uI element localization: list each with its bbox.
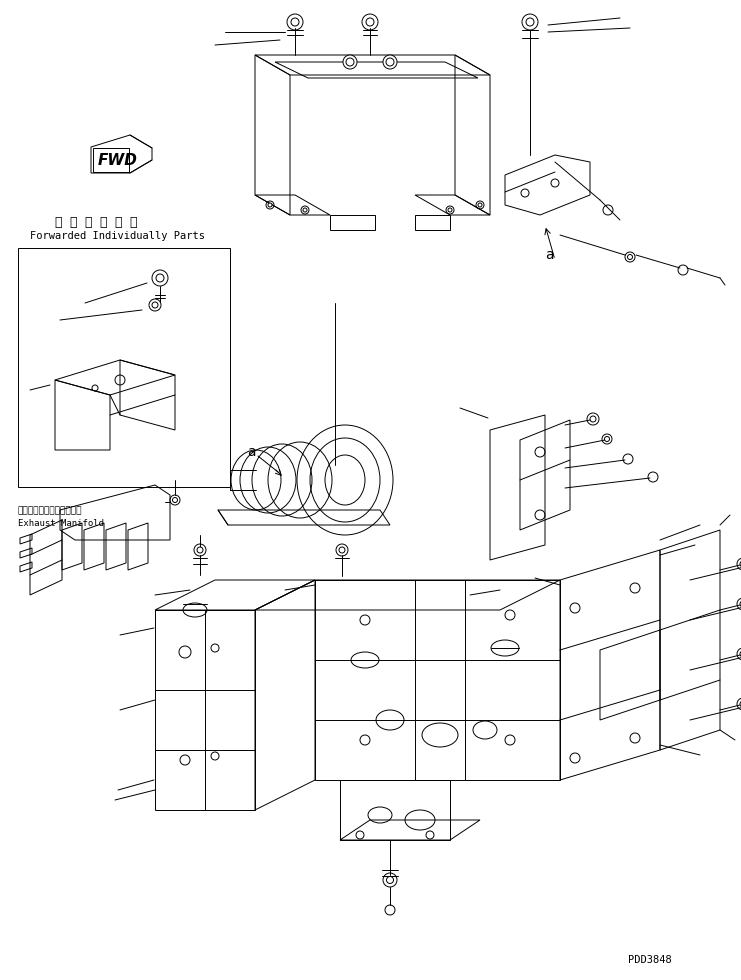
- Text: Forwarded Individually Parts: Forwarded Individually Parts: [30, 231, 205, 241]
- Circle shape: [197, 547, 203, 553]
- Circle shape: [448, 208, 452, 212]
- Circle shape: [478, 203, 482, 207]
- Circle shape: [740, 651, 741, 657]
- Text: Exhaust Manifold: Exhaust Manifold: [18, 519, 104, 528]
- Circle shape: [628, 255, 633, 260]
- Text: a: a: [247, 445, 256, 459]
- Circle shape: [268, 203, 272, 207]
- Circle shape: [173, 498, 178, 503]
- Text: a: a: [545, 248, 554, 262]
- Circle shape: [339, 547, 345, 553]
- Circle shape: [343, 55, 357, 69]
- Text: PDD3848: PDD3848: [628, 955, 672, 965]
- Circle shape: [740, 561, 741, 567]
- Circle shape: [740, 601, 741, 607]
- Circle shape: [605, 436, 610, 442]
- Circle shape: [590, 416, 596, 422]
- Circle shape: [303, 208, 307, 212]
- Circle shape: [383, 55, 397, 69]
- Text: エキゾーストマニホールド: エキゾーストマニホールド: [18, 507, 82, 515]
- Text: 単 品 発 送 部 品: 単 品 発 送 部 品: [55, 216, 138, 228]
- Circle shape: [387, 876, 393, 884]
- Circle shape: [740, 701, 741, 707]
- Text: FWD: FWD: [98, 154, 138, 169]
